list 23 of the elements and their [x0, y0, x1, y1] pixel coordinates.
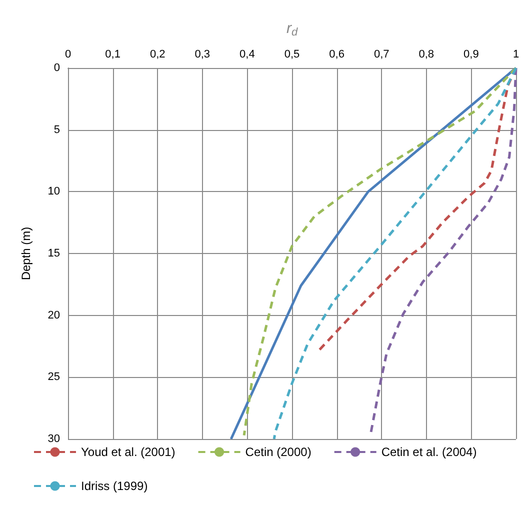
x-tick-label: 0,9 — [464, 48, 479, 60]
x-tick-label: 0,1 — [105, 48, 120, 60]
x-tick-label: 0,2 — [150, 48, 166, 60]
y-tick-label: 0 — [54, 62, 60, 74]
y-axis-title: Depth (m) — [19, 226, 33, 280]
x-tick-label: 0,5 — [284, 48, 300, 60]
x-tick-label: 0 — [64, 48, 72, 60]
y-tick-label: 25 — [48, 371, 60, 384]
y-tick-label: 15 — [48, 248, 60, 260]
y-tick-label: 30 — [48, 433, 60, 445]
legend-label: Cetin (2000) — [245, 445, 312, 459]
y-tick-label: 5 — [54, 124, 60, 136]
legend-label: Youd et al. (2001) — [81, 445, 176, 459]
x-tick-label: 0,8 — [418, 48, 434, 60]
x-tick-label: 0,4 — [240, 48, 255, 60]
x-tick-label: 1 — [512, 48, 520, 60]
y-tick-label: 20 — [48, 309, 60, 322]
x-tick-label: 0,3 — [194, 48, 210, 60]
x-tick-label: 0,6 — [329, 48, 344, 60]
legend-label: Idriss (1999) — [81, 479, 148, 493]
x-tick-label: 0,7 — [374, 48, 390, 60]
legend-label: Cetin et al. (2004) — [381, 445, 477, 459]
y-tick-label: 10 — [48, 186, 60, 198]
